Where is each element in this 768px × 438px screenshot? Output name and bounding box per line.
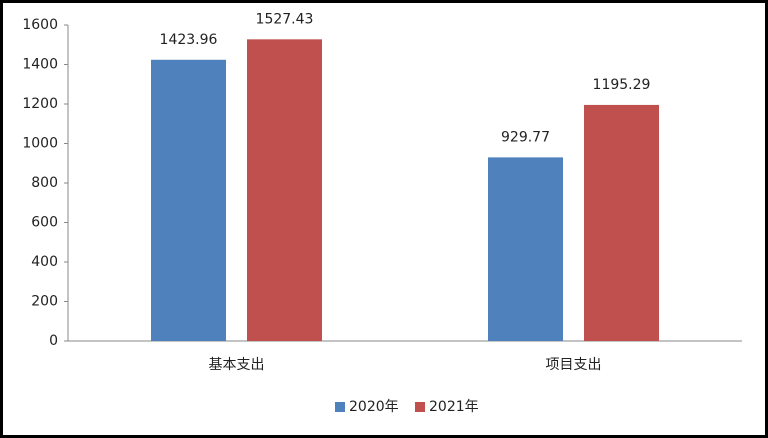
y-tick-label: 200 — [31, 294, 58, 310]
bar — [584, 104, 659, 341]
data-label: 1527.43 — [256, 11, 314, 27]
y-tick-label: 600 — [31, 215, 58, 231]
bar — [488, 157, 563, 341]
y-tick-label: 400 — [31, 254, 58, 270]
legend-swatch — [415, 402, 425, 412]
legend-swatch — [335, 402, 345, 412]
x-tick-label: 基本支出 — [209, 356, 265, 373]
y-tick-label: 1400 — [22, 57, 58, 73]
y-tick-label: 1200 — [22, 96, 58, 112]
y-tick-label: 800 — [31, 175, 58, 191]
data-label: 1423.96 — [160, 32, 218, 48]
x-tick-label: 项目支出 — [546, 357, 602, 373]
y-tick-label: 1600 — [22, 17, 58, 33]
data-label: 1195.29 — [593, 77, 651, 93]
y-tick-label: 1000 — [22, 136, 58, 152]
bar — [247, 39, 322, 341]
data-label: 929.77 — [501, 129, 550, 145]
legend-label: 2021年 — [429, 399, 479, 415]
bar — [151, 59, 226, 342]
y-tick-label: 0 — [49, 333, 58, 349]
legend-label: 2020年 — [349, 399, 399, 415]
